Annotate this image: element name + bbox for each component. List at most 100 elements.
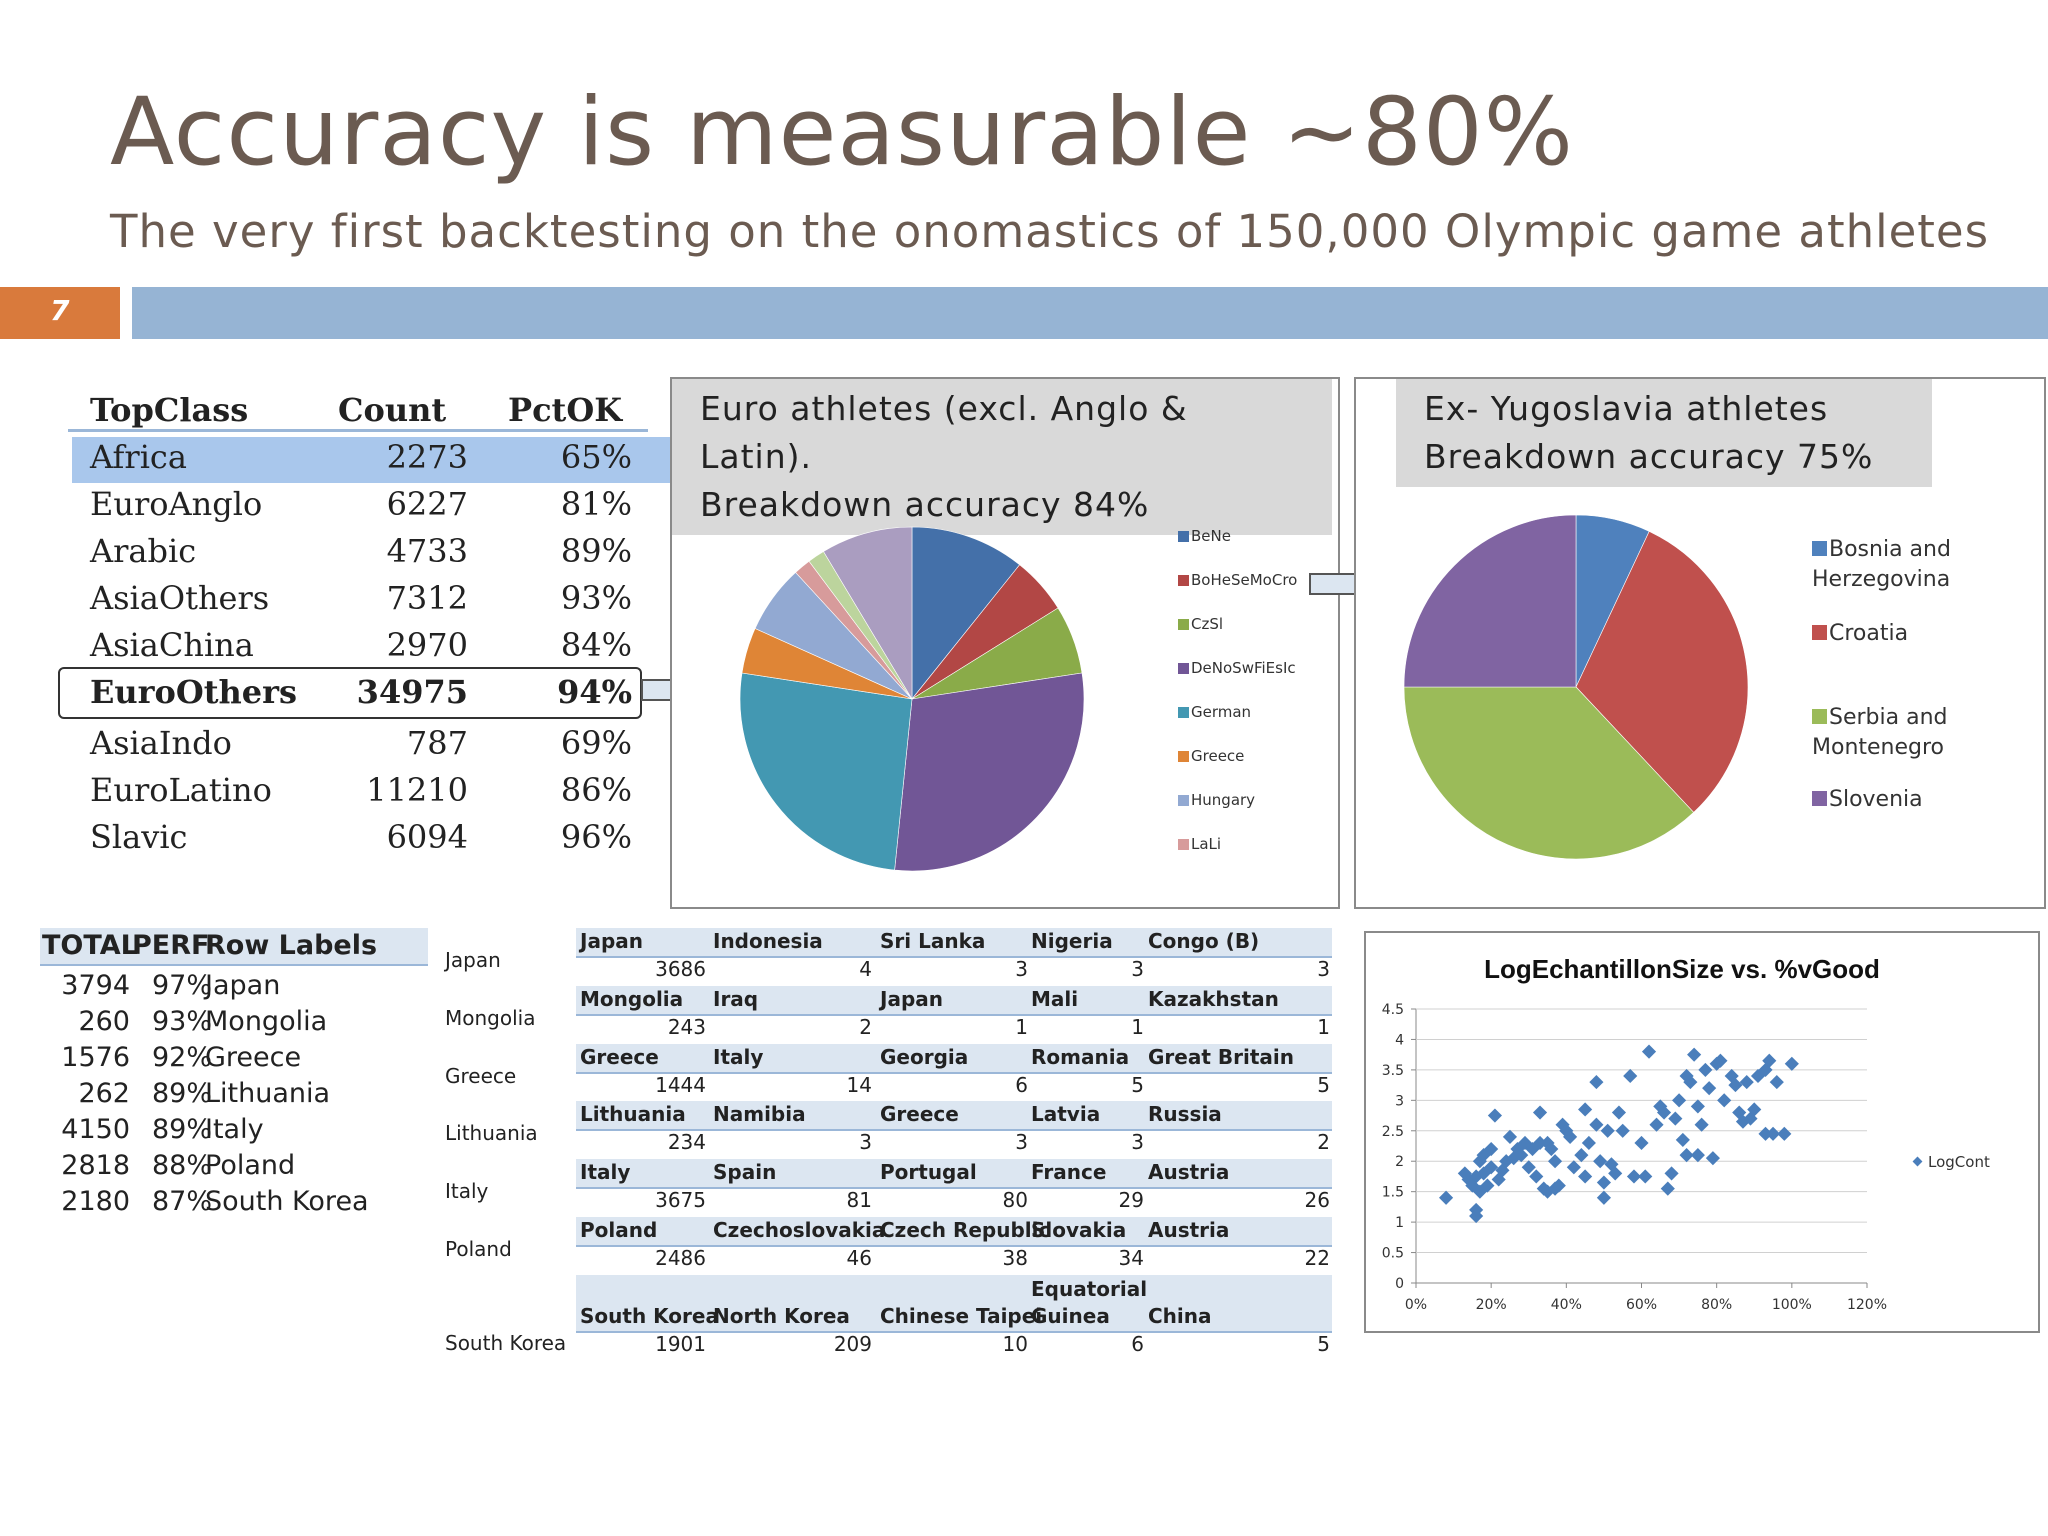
legend-swatch <box>1178 707 1189 718</box>
country-name: Czech Republic <box>880 1218 1051 1242</box>
topclass-pct: 84% <box>560 626 632 664</box>
country-name: Iraq <box>713 986 759 1011</box>
country-row-label: South Korea <box>445 1330 567 1355</box>
yugo-pie-panel: Ex- Yugoslavia athletes Breakdown accura… <box>1354 377 2046 909</box>
perf-header-bg <box>40 928 428 966</box>
pie-slice <box>911 526 1021 700</box>
legend-swatch <box>1178 751 1189 762</box>
country-name: South Korea <box>580 1303 719 1328</box>
perf-label: Italy <box>205 1114 264 1145</box>
legend-swatch <box>1178 839 1189 850</box>
pie-slice <box>1403 686 1695 860</box>
perf-value: 88% <box>152 1150 213 1181</box>
perf-value: 89% <box>152 1114 213 1145</box>
country-name: Mali <box>1031 986 1079 1011</box>
scatter-chart: LogEchantillonSize vs. %vGood 0 0.5 1 1.5 2 2.… <box>1382 954 1990 1313</box>
topclass-count: 4733 <box>386 532 468 570</box>
legend-label: Serbia and Montenegro <box>1812 705 1948 760</box>
topclass-count: 6094 <box>386 818 468 856</box>
table-row: EuroLatino 11210 86% <box>68 765 668 812</box>
scatter-point <box>1687 1047 1702 1062</box>
scatter-point <box>1615 1123 1630 1138</box>
legend-item: Croatia <box>1812 619 2012 649</box>
row-highlight <box>72 437 672 483</box>
legend-item: Bosnia and Herzegovina <box>1812 535 2012 595</box>
y-tick-label: 2.5 <box>1382 1124 1404 1140</box>
country-count: 2 <box>1317 1130 1330 1155</box>
topclass-name: Slavic <box>90 818 188 856</box>
country-count: 243 <box>667 1014 706 1039</box>
legend-item: Slovenia <box>1812 785 2012 815</box>
topclass-count: 2273 <box>386 438 468 476</box>
country-name: Lithuania <box>580 1102 686 1127</box>
x-tick-label: 80% <box>1701 1297 1732 1313</box>
topclass-count: 11210 <box>366 771 468 809</box>
table-row: 2180 87% South Korea <box>40 1184 430 1220</box>
perf-total: 2180 <box>61 1186 130 1217</box>
y-tick-label: 4 <box>1395 1032 1404 1048</box>
country-header-bg <box>576 1274 1332 1333</box>
legend-label: Slovenia <box>1829 787 1923 812</box>
scatter-point <box>1664 1166 1679 1181</box>
perf-label: Poland <box>205 1150 296 1181</box>
country-count: 22 <box>1304 1246 1330 1270</box>
scatter-point <box>1638 1169 1653 1184</box>
scatter-title: LogEchantillonSize vs. %vGood <box>1484 954 1880 984</box>
scatter-point <box>1532 1105 1548 1120</box>
slide-number-badge <box>0 287 120 339</box>
perf-value: 92% <box>152 1042 213 1073</box>
country-count: 3 <box>859 1130 872 1155</box>
country-count: 14 <box>846 1072 872 1097</box>
country-name: Poland <box>580 1218 658 1242</box>
legend-swatch <box>1178 795 1189 806</box>
perf-total: 2818 <box>61 1150 130 1181</box>
table-row: Africa 2273 65% <box>68 432 668 479</box>
header-perf: PERF <box>132 930 210 961</box>
country-header-bg <box>576 1159 1332 1190</box>
yugo-title-line1: Ex- Yugoslavia athletes <box>1424 389 1829 428</box>
yugo-pie-chart <box>1403 514 1749 860</box>
scatter-point <box>1675 1132 1690 1147</box>
table-row: AsiaIndo 787 69% <box>68 718 668 765</box>
pie-slice <box>1575 531 1749 813</box>
legend-swatch <box>1178 531 1189 542</box>
country-header-bg <box>576 1217 1332 1247</box>
x-tick-label: 40% <box>1551 1297 1582 1313</box>
scatter-point <box>1611 1105 1627 1120</box>
legend-label: Hungary <box>1191 791 1256 809</box>
country-count: 38 <box>1002 1246 1028 1270</box>
country-count: 46 <box>846 1246 872 1270</box>
legend-label: Greece <box>1191 747 1245 765</box>
country-count: 6 <box>1131 1331 1144 1356</box>
legend-label: Bosnia and Herzegovina <box>1812 537 1951 592</box>
legend-label: BeNe <box>1191 527 1231 545</box>
y-tick-label: 2 <box>1395 1154 1404 1170</box>
table-row: Arabic 4733 89% <box>68 526 668 573</box>
table-row: 260 93% Mongolia <box>40 1004 430 1040</box>
country-name: Great Britain <box>1148 1044 1294 1069</box>
scatter-point <box>1660 1181 1675 1196</box>
legend-item: CzSl <box>1178 615 1223 633</box>
yugo-panel-title: Ex- Yugoslavia athletes Breakdown accura… <box>1396 379 1932 487</box>
country-count: 3 <box>1015 957 1028 981</box>
table-row: Slavic 6094 96% <box>68 812 668 859</box>
header-total: TOTAL <box>42 930 138 961</box>
perf-total: 4150 <box>61 1114 130 1145</box>
scatter-point <box>1480 1178 1495 1193</box>
country-breakdown-table: Japan Indonesia Sri Lanka Nigeria Congo (B) 3… <box>440 928 1334 1358</box>
legend-label: BoHeSeMoCro <box>1191 571 1298 589</box>
scatter-point <box>1502 1129 1518 1144</box>
country-count: 1 <box>1317 1014 1330 1039</box>
country-count: 1444 <box>655 1072 706 1097</box>
country-name: Italy <box>713 1044 764 1069</box>
y-tick-label: 0.5 <box>1382 1246 1404 1262</box>
euro-pie-legend: BeNe BoHeSeMoCro CzSl DeNoSwFiEsIc German Gre… <box>1178 527 1338 877</box>
country-row-label: Mongolia <box>445 1005 536 1030</box>
scatter-point <box>1649 1117 1664 1132</box>
country-count: 81 <box>846 1188 872 1213</box>
legend-marker <box>1912 1156 1923 1167</box>
header-underline <box>68 429 648 432</box>
legend-item: DeNoSwFiEsIc <box>1178 659 1296 677</box>
topclass-pct: 81% <box>560 485 632 523</box>
scatter-panel: LogEchantillonSize vs. %vGood 0 0.5 1 1.5 2 2.… <box>1364 931 2040 1333</box>
